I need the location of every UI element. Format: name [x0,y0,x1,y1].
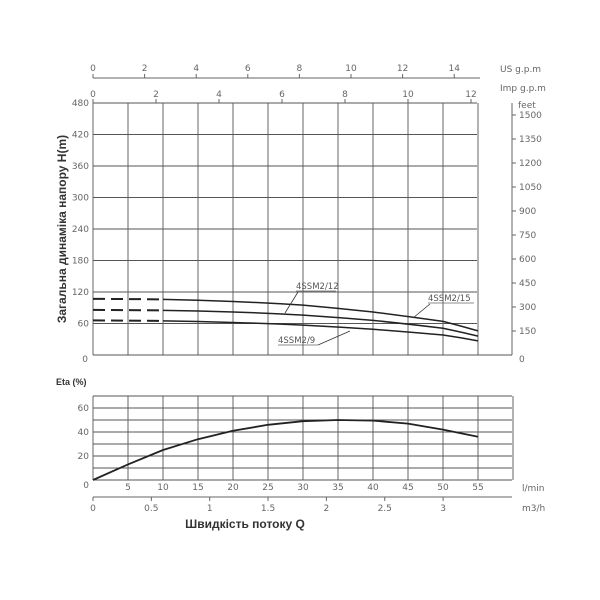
imp-gpm-unit: Imp g.p.m [500,84,546,94]
feet-tick: 1350 [519,135,542,145]
us-gpm-tick: 0 [90,64,96,74]
head-y-tick: 60 [78,320,90,330]
eta-x-tick: 55 [472,483,483,493]
eta-y-tick: 0 [83,481,89,491]
us-gpm-tick: 14 [448,64,460,74]
us-gpm-tick: 6 [245,64,251,74]
imp-gpm-tick: 4 [216,90,222,100]
us-gpm-tick: 4 [193,64,199,74]
head-y-tick: 300 [72,194,89,204]
feet-tick: 1200 [519,159,542,169]
head-chart-grid [92,102,513,356]
feet-tick: 750 [519,231,536,241]
m3h-axis: m3/h 0 0.5 1 1.5 2 2.5 3 [90,496,545,514]
eta-x-tick: 50 [437,483,449,493]
svg-text:4SSM2/15: 4SSM2/15 [428,294,471,304]
imp-gpm-tick: 12 [465,90,476,100]
head-y-tick: 180 [72,257,89,267]
eta-curve [92,419,479,481]
us-gpm-tick: 2 [142,64,148,74]
flow-axis-label: Швидкість потоку Q [185,517,305,531]
m3h-tick: 1.5 [261,504,275,514]
imp-gpm-tick: 8 [342,90,348,100]
curve-4SSM2/15 [162,298,479,332]
svg-text:4SSM2/9: 4SSM2/9 [278,336,315,346]
curve-4SSM2/12 [162,309,479,337]
svg-text:4SSM2/12: 4SSM2/12 [296,282,339,292]
imp-gpm-axis: 0 2 4 6 8 10 12 [90,90,477,103]
us-gpm-unit: US g.p.m [500,65,541,75]
curve-4SSM2/9 [162,320,479,342]
head-axis-label: Загальна динаміка напору H(m) [55,135,69,323]
imp-gpm-tick: 6 [279,90,285,100]
curve-dashed [92,319,164,322]
head-y-tick: 240 [72,225,89,235]
head-y-axis-ticks: 480 420 360 300 240 180 120 60 0 [72,99,89,365]
eta-x-tick: 15 [192,483,203,493]
feet-tick: 1050 [519,183,542,193]
head-y-tick: 360 [72,162,89,172]
eta-x-tick: 45 [402,483,413,493]
eta-x-tick: 40 [367,483,379,493]
m3h-tick: 2 [324,504,330,514]
feet-tick: 300 [519,303,536,313]
eta-y-ticks: 60 40 20 0 [78,404,90,491]
eta-x-ticks: l/min 5 10 15 20 25 30 35 40 45 50 55 [125,483,544,494]
feet-tick: 150 [519,327,536,337]
us-gpm-tick: 10 [345,64,357,74]
eta-axis-label: Eta (%) [56,377,87,387]
m3h-tick: 3 [440,504,446,514]
curve-label-4ssm2-15: 4SSM2/15 [412,294,474,319]
curve-dashed [92,297,164,301]
m3h-tick: 0 [90,504,96,514]
eta-y-tick: 60 [78,404,90,414]
eta-x-tick: 20 [227,483,239,493]
feet-tick: 600 [519,255,536,265]
eta-x-tick: 25 [262,483,273,493]
feet-tick: 0 [519,355,525,365]
m3h-tick: 2.5 [378,504,392,514]
m3h-tick: 0.5 [144,504,158,514]
head-curves [92,297,479,342]
us-gpm-tick: 8 [297,64,303,74]
m3h-unit: m3/h [522,504,545,514]
feet-unit: feet [518,101,536,111]
eta-line [92,419,479,481]
imp-gpm-tick: 10 [402,90,414,100]
head-y-tick: 0 [82,355,88,365]
m3h-tick: 1 [207,504,213,514]
imp-gpm-tick: 2 [153,90,159,100]
eta-x-tick: 35 [332,483,343,493]
eta-x-tick: 10 [157,483,169,493]
head-y-tick: 480 [72,99,89,109]
us-gpm-axis: US g.p.m 0 2 4 6 8 10 12 14 [90,64,541,79]
imp-gpm-tick: 0 [90,90,96,100]
eta-chart-grid [92,395,514,481]
eta-x-tick: 30 [297,483,309,493]
head-y-tick: 120 [72,288,89,298]
feet-tick: 450 [519,279,536,289]
eta-x-tick: 5 [125,483,131,493]
lmin-unit: l/min [522,484,545,494]
eta-y-tick: 20 [78,452,90,462]
curve-label-4ssm2-12: 4SSM2/12 [284,282,339,314]
feet-tick: 1500 [519,111,542,121]
curve-label-4ssm2-9: 4SSM2/9 [278,330,351,346]
us-gpm-tick: 12 [397,64,408,74]
eta-y-tick: 40 [78,428,90,438]
feet-tick: 900 [519,207,536,217]
curve-dashed [92,308,164,312]
head-y-tick: 420 [72,131,89,141]
